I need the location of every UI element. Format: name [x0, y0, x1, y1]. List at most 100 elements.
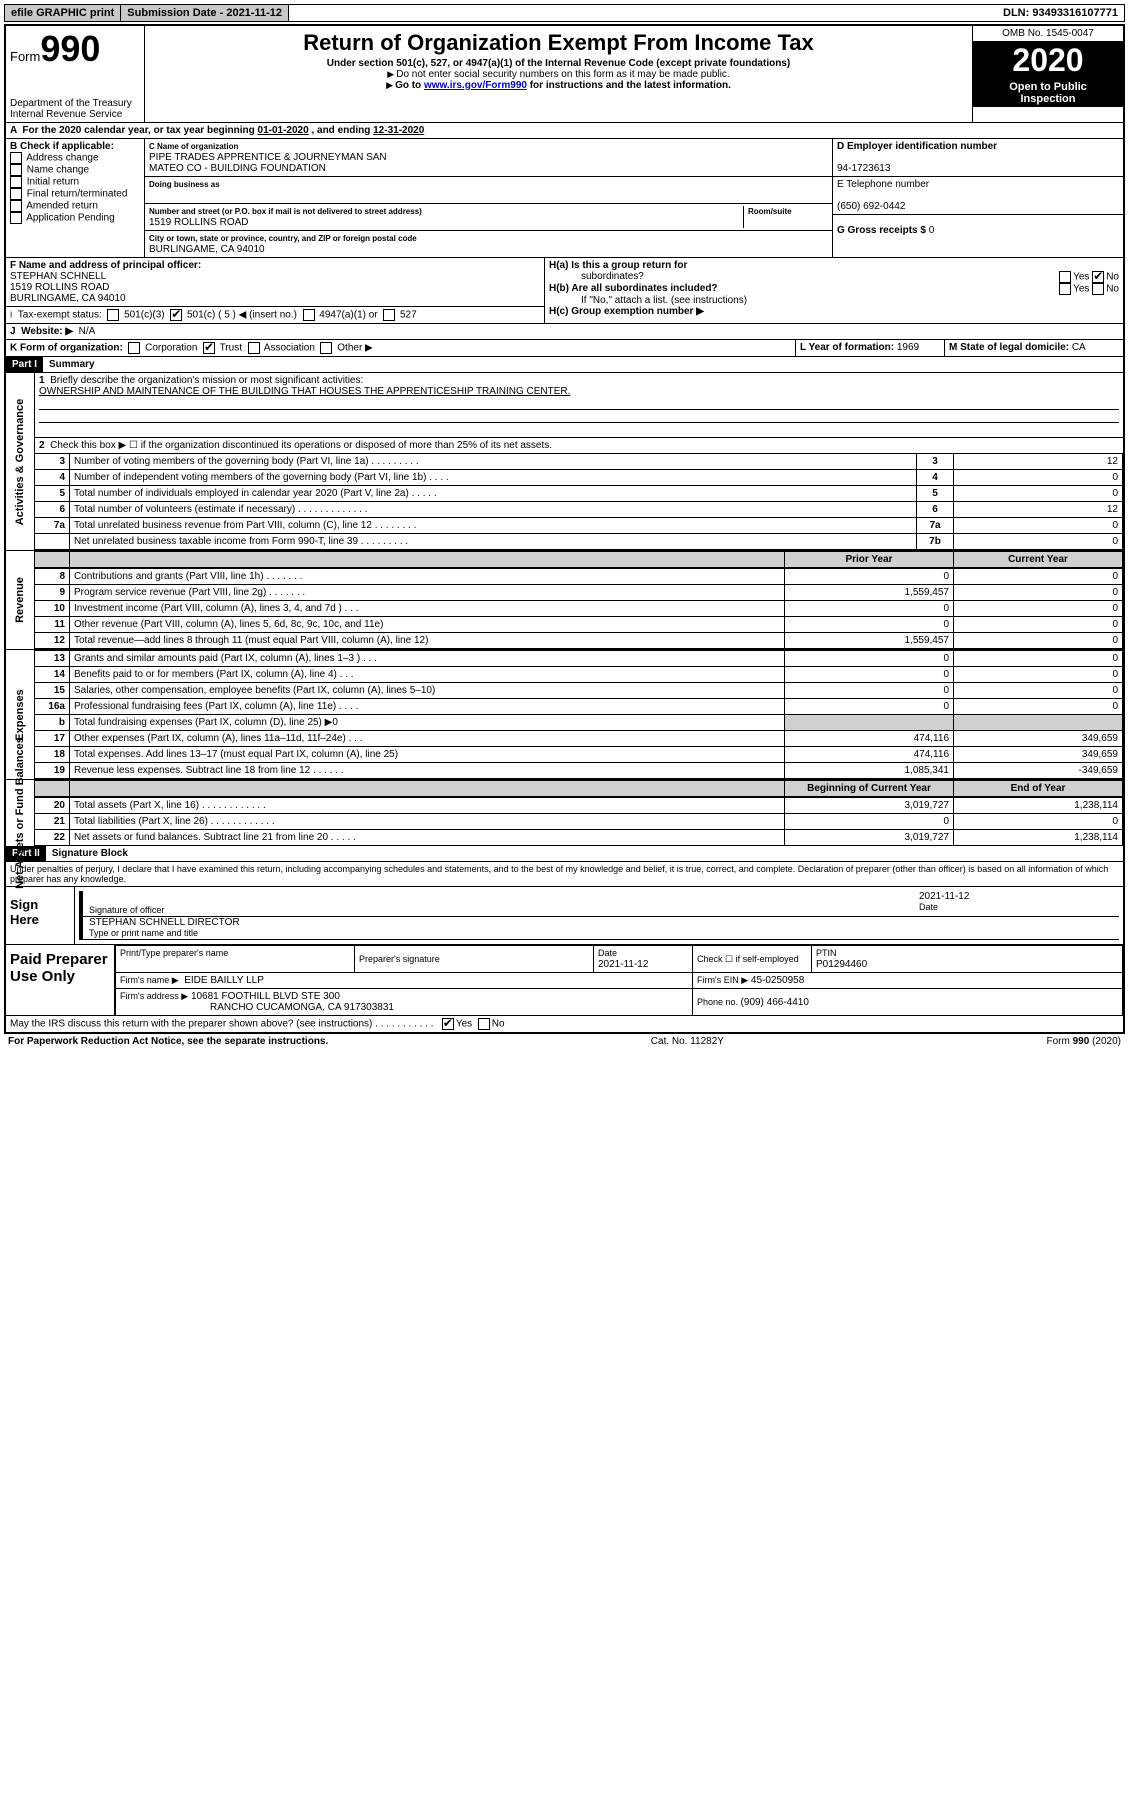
part1-header-row: Part I Summary — [6, 357, 1123, 373]
form990-link[interactable]: www.irs.gov/Form990 — [424, 80, 527, 91]
row-j: J Website: ▶ N/A — [6, 324, 1123, 340]
omb-number: OMB No. 1545-0047 — [973, 26, 1123, 42]
form-990: 990 — [40, 28, 100, 69]
part1-title: Summary — [43, 357, 101, 372]
officer-name: STEPHAN SCHNELL — [10, 271, 106, 282]
name-label: C Name of organization — [149, 142, 238, 151]
discuss-yes[interactable] — [442, 1018, 454, 1030]
summary-revenue: Revenue Prior YearCurrent Year 8Contribu… — [6, 551, 1123, 650]
hb-yes[interactable] — [1059, 283, 1071, 295]
check-amended[interactable] — [10, 200, 22, 212]
q2-text: Check this box ▶ ☐ if the organization d… — [50, 440, 552, 451]
summary-netassets: Net Assets or Fund Balances Beginning of… — [6, 780, 1123, 846]
col-d: D Employer identification number 94-1723… — [833, 139, 1123, 257]
exp-table: 13Grants and similar amounts paid (Part … — [35, 650, 1123, 779]
firm-addr1: 10681 FOOTHILL BLVD STE 300 — [191, 991, 340, 1002]
org-name-2: MATEO CO - BUILDING FOUNDATION — [149, 163, 326, 174]
hb-no[interactable] — [1092, 283, 1104, 295]
firm-addr2: RANCHO CUCAMONGA, CA 917303831 — [120, 1002, 394, 1013]
sig-date: 2021-11-12 — [919, 891, 969, 902]
check-501c[interactable] — [170, 309, 182, 321]
gov-table: 3Number of voting members of the governi… — [35, 453, 1123, 550]
tel-label: E Telephone number — [837, 179, 929, 190]
check-corp[interactable] — [128, 342, 140, 354]
side-governance: Activities & Governance — [6, 373, 35, 550]
tel-value: (650) 692-0442 — [837, 201, 905, 212]
check-other[interactable] — [320, 342, 332, 354]
sig-officer-label: Signature of officer — [89, 905, 164, 915]
ha-yes[interactable] — [1059, 271, 1071, 283]
dln-field: DLN: 93493316107771 — [997, 5, 1124, 21]
row-klm: K Form of organization: Corporation Trus… — [6, 340, 1123, 357]
city-value: BURLINGAME, CA 94010 — [149, 244, 265, 255]
row-fh: F Name and address of principal officer:… — [6, 258, 1123, 324]
check-527[interactable] — [383, 309, 395, 321]
hb-note: If "No," attach a list. (see instruction… — [549, 295, 1119, 306]
dept-treasury: Department of the Treasury — [10, 98, 140, 109]
sign-here-row: Sign Here Signature of officer 2021-11-1… — [6, 887, 1123, 945]
ein-value: 94-1723613 — [837, 163, 890, 174]
check-final-return[interactable] — [10, 188, 22, 200]
check-trust[interactable] — [203, 342, 215, 354]
mission-text: OWNERSHIP AND MAINTENANCE OF THE BUILDIN… — [39, 386, 570, 397]
summary-expenses: Expenses 13Grants and similar amounts pa… — [6, 650, 1123, 780]
q2-block: 2 Check this box ▶ ☐ if the organization… — [35, 438, 1123, 453]
ha-no[interactable] — [1092, 271, 1104, 283]
gross-block: G Gross receipts $ 0 — [833, 215, 1123, 238]
check-initial-return[interactable] — [10, 176, 22, 188]
form-number: Form990 — [10, 28, 140, 70]
rev-table-body: 8Contributions and grants (Part VIII, li… — [35, 568, 1123, 649]
form-container: Form990 Department of the Treasury Inter… — [4, 24, 1125, 1034]
col-b-label: B Check if applicable: — [10, 141, 114, 152]
side-netassets: Net Assets or Fund Balances — [6, 780, 35, 846]
goto-post: for instructions and the latest informat… — [527, 80, 731, 91]
part1-badge: Part I — [6, 357, 43, 372]
footer-mid: Cat. No. 11282Y — [651, 1036, 724, 1047]
check-501c3[interactable] — [107, 309, 119, 321]
check-assoc[interactable] — [248, 342, 260, 354]
perjury-text: Under penalties of perjury, I declare th… — [6, 862, 1123, 887]
footer-left: For Paperwork Reduction Act Notice, see … — [8, 1036, 328, 1047]
tax-exempt-label: Tax-exempt status: — [18, 310, 102, 321]
net-table-hdr: Beginning of Current YearEnd of Year — [35, 780, 1123, 797]
year-begin: 01-01-2020 — [258, 125, 309, 136]
part2-title: Signature Block — [46, 846, 134, 861]
k-label: K Form of organization: — [10, 343, 123, 354]
city-label: City or town, state or province, country… — [149, 234, 417, 243]
side-revenue: Revenue — [6, 551, 35, 649]
room-label: Room/suite — [748, 207, 792, 216]
website-value: N/A — [79, 326, 96, 337]
form-word: Form — [10, 49, 40, 64]
section-bcd: B Check if applicable: Address change Na… — [6, 139, 1123, 258]
ptin-value: P01294460 — [816, 959, 867, 970]
firm-name: EIDE BAILLY LLP — [184, 975, 264, 986]
q1-text: Briefly describe the organization's miss… — [50, 375, 363, 386]
ein-label: D Employer identification number — [837, 141, 997, 152]
efile-print-button[interactable]: efile GRAPHIC print — [5, 5, 121, 21]
officer-printed: STEPHAN SCHNELL DIRECTOR — [89, 917, 240, 928]
dba-label: Doing business as — [149, 180, 220, 189]
submission-date-field: Submission Date - 2021-11-12 — [121, 5, 289, 21]
dln-value: 93493316107771 — [1032, 7, 1118, 19]
tel-block: E Telephone number (650) 692-0442 — [833, 177, 1123, 215]
page-footer: For Paperwork Reduction Act Notice, see … — [4, 1034, 1125, 1049]
street-block: Number and street (or P.O. box if mail i… — [145, 204, 832, 231]
irs-label: Internal Revenue Service — [10, 109, 140, 120]
firm-phone: (909) 466-4410 — [741, 997, 809, 1008]
check-address-change[interactable] — [10, 152, 22, 164]
summary-governance: Activities & Governance 1 Briefly descri… — [6, 373, 1123, 551]
check-pending[interactable] — [10, 212, 22, 224]
header-right: OMB No. 1545-0047 2020 Open to PublicIns… — [973, 26, 1123, 122]
org-name-1: PIPE TRADES APPRENTICE & JOURNEYMAN SAN — [149, 152, 387, 163]
paid-preparer-label: Paid Preparer Use Only — [6, 945, 115, 1015]
discuss-no[interactable] — [478, 1018, 490, 1030]
preparer-table: Print/Type preparer's name Preparer's si… — [115, 945, 1123, 1015]
officer-addr2: BURLINGAME, CA 94010 — [10, 293, 126, 304]
note-ssn: Do not enter social security numbers on … — [149, 69, 968, 80]
col-c: C Name of organization PIPE TRADES APPRE… — [145, 139, 833, 257]
col-b: B Check if applicable: Address change Na… — [6, 139, 145, 257]
check-name-change[interactable] — [10, 164, 22, 176]
check-4947[interactable] — [303, 309, 315, 321]
year-formation: 1969 — [897, 342, 919, 353]
street-value: 1519 ROLLINS ROAD — [149, 217, 249, 228]
